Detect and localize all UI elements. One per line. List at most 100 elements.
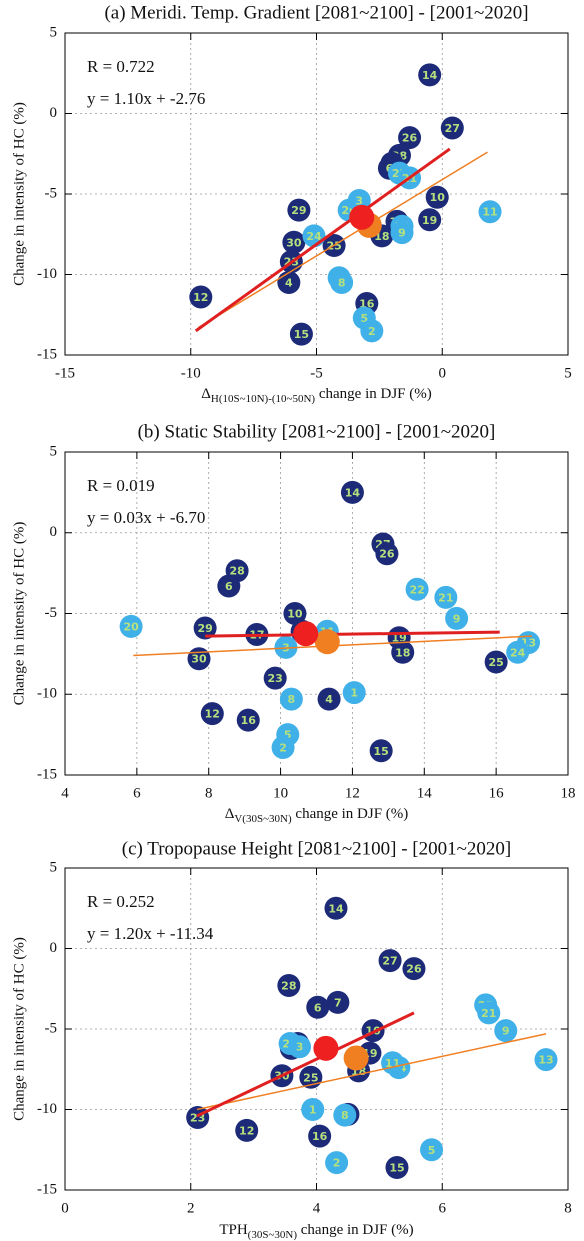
regression-line bbox=[205, 630, 500, 638]
y-tick-label: 0 bbox=[50, 940, 58, 956]
model-point bbox=[420, 1138, 444, 1162]
model-point bbox=[478, 200, 502, 224]
regression-line bbox=[197, 151, 488, 329]
point-label: 12 bbox=[205, 708, 220, 721]
annotation: R = 0.722 bbox=[87, 57, 155, 76]
annotation: R = 0.252 bbox=[87, 892, 155, 911]
x-axis-label-sub: H(10S~10N)-(10~50N) bbox=[211, 393, 316, 405]
model-point bbox=[279, 687, 303, 711]
model-point bbox=[434, 585, 458, 609]
plot-frame bbox=[64, 32, 569, 356]
point-label: 5 bbox=[284, 729, 292, 742]
point-label: 14 bbox=[345, 486, 361, 499]
model-point bbox=[200, 702, 224, 726]
annotation: R = 0.019 bbox=[87, 476, 155, 495]
model-point bbox=[306, 995, 330, 1019]
x-tick-label: 12 bbox=[345, 785, 360, 801]
model-point bbox=[340, 480, 364, 504]
point-label: 15 bbox=[294, 328, 309, 341]
model-point bbox=[440, 116, 464, 140]
point-label: 30 bbox=[191, 653, 207, 666]
point-label: 30 bbox=[286, 236, 302, 249]
y-tick-label: 5 bbox=[50, 443, 58, 459]
model-point bbox=[282, 230, 306, 254]
panel: (c) Tropopause Height [2081~2100] - [200… bbox=[11, 838, 571, 1240]
model-point bbox=[375, 542, 399, 566]
point-label: 24 bbox=[306, 230, 322, 243]
y-tick-label: -5 bbox=[45, 185, 58, 201]
panel-title: (b) Static Stability [2081~2100] - [2001… bbox=[138, 421, 496, 442]
regression-line bbox=[196, 1033, 547, 1111]
model-point bbox=[425, 185, 449, 209]
model-point bbox=[324, 896, 348, 920]
model-point bbox=[217, 574, 241, 598]
point-label: 28 bbox=[229, 565, 244, 578]
point-label: 8 bbox=[341, 1109, 349, 1122]
point-label: 6 bbox=[314, 1001, 322, 1014]
model-point bbox=[308, 1124, 332, 1148]
y-axis-label: Change in intensity of HC (%) bbox=[11, 937, 27, 1121]
model-point bbox=[369, 739, 393, 763]
model-point bbox=[391, 640, 415, 664]
x-tick-label: 0 bbox=[439, 365, 447, 381]
x-tick-label: 16 bbox=[489, 785, 505, 801]
x-tick-label: -15 bbox=[55, 365, 75, 381]
x-axis-label: TPH(30S~30N) change in DJF (%) bbox=[219, 1222, 413, 1240]
y-tick-label: -5 bbox=[45, 1020, 58, 1036]
point-label: 10 bbox=[430, 191, 446, 204]
point-label: 2 bbox=[368, 325, 376, 338]
x-tick-label: -10 bbox=[181, 365, 201, 381]
x-axis-label-sub: V(30S~30N) bbox=[234, 813, 292, 825]
point-label: 5 bbox=[360, 312, 368, 325]
model-point bbox=[301, 1098, 325, 1121]
model-point bbox=[235, 1118, 259, 1142]
point-label: 9 bbox=[398, 227, 406, 240]
panel: (a) Meridi. Temp. Gradient [2081~2100] -… bbox=[11, 2, 571, 404]
model-point bbox=[477, 1001, 501, 1025]
point-label: 9 bbox=[453, 612, 461, 625]
point-label: 2 bbox=[333, 1157, 341, 1170]
point-label: 29 bbox=[291, 204, 306, 217]
point-label: 25 bbox=[488, 656, 503, 669]
point-label: 16 bbox=[241, 714, 257, 727]
point-label: 14 bbox=[422, 69, 438, 82]
x-tick-label: 2 bbox=[187, 1200, 195, 1216]
point-label: 13 bbox=[538, 1054, 553, 1067]
point-label: 26 bbox=[406, 963, 422, 976]
x-axis-label: ΔV(30S~30N) change in DJF (%) bbox=[225, 806, 409, 824]
x-tick-label: 14 bbox=[417, 785, 433, 801]
y-axis-label: Change in intensity of HC (%) bbox=[11, 522, 27, 706]
point-label: 9 bbox=[502, 1025, 510, 1038]
x-tick-label: 6 bbox=[133, 785, 141, 801]
point-label: 12 bbox=[193, 291, 208, 304]
point-label: 5 bbox=[428, 1144, 436, 1157]
point-label: 28 bbox=[281, 980, 296, 993]
point-label: 4 bbox=[285, 277, 293, 290]
model-point bbox=[289, 322, 313, 346]
point-label: 2 bbox=[279, 742, 287, 755]
point-label: 19 bbox=[422, 214, 437, 227]
point-label: 23 bbox=[268, 672, 283, 685]
mean-point bbox=[349, 204, 375, 230]
plot-frame bbox=[64, 867, 569, 1191]
model-point bbox=[287, 198, 311, 222]
point-label: 21 bbox=[481, 1007, 496, 1020]
y-tick-label: -10 bbox=[37, 266, 57, 282]
model-point bbox=[445, 606, 469, 630]
model-point bbox=[418, 208, 442, 232]
point-label: 8 bbox=[338, 277, 346, 290]
y-tick-label: -15 bbox=[37, 1181, 57, 1197]
model-point bbox=[333, 1103, 357, 1127]
model-point bbox=[283, 602, 307, 625]
x-axis-label-rest: change in DJF (%) bbox=[315, 386, 432, 402]
point-label: 27 bbox=[445, 122, 460, 135]
annotation: y = 1.20x + -11.34 bbox=[87, 924, 214, 943]
x-axis-label: ΔH(10S~10N)-(10~50N) change in DJF (%) bbox=[201, 386, 431, 404]
y-axis-label: Change in intensity of HC (%) bbox=[11, 102, 27, 286]
x-axis-label-main: Δ bbox=[225, 806, 235, 822]
x-tick-label: 4 bbox=[61, 785, 69, 801]
x-axis-label-main: Δ bbox=[201, 386, 211, 402]
y-tick-label: 5 bbox=[50, 24, 58, 40]
point-label: 4 bbox=[325, 693, 333, 706]
